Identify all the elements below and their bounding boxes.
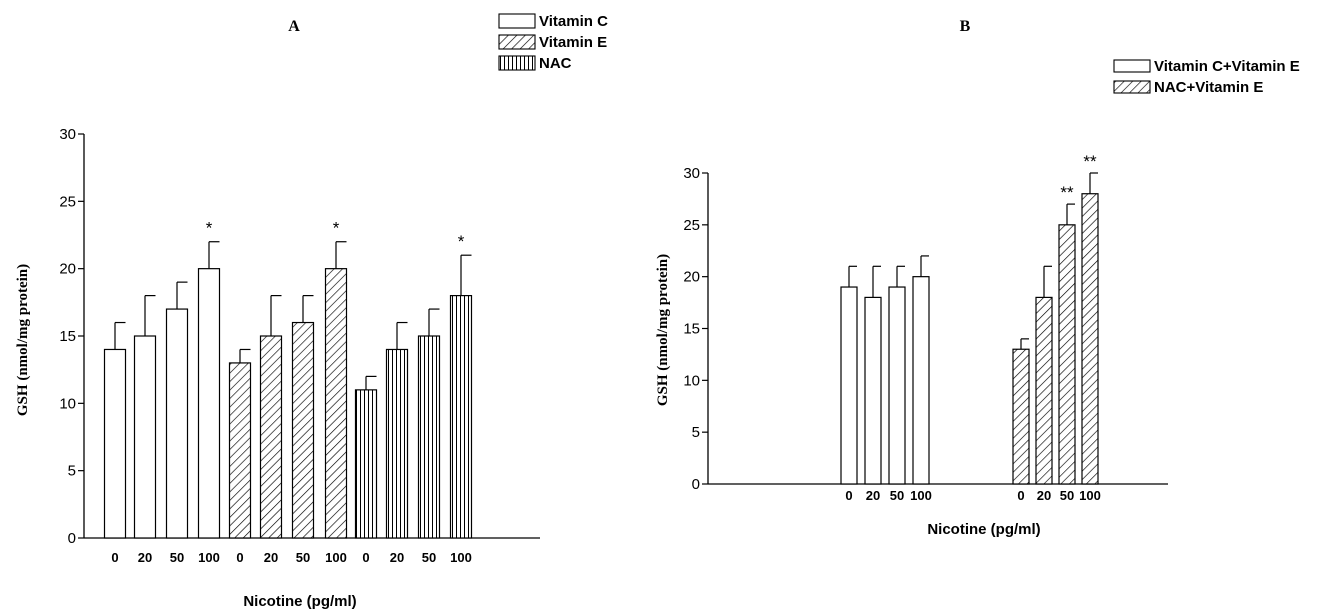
significance-marker: **: [1060, 183, 1074, 202]
y-tick-label: 30: [683, 165, 700, 182]
legend-label: NAC: [539, 55, 572, 72]
panel-a: A 0 5 10 15 20 25 30 GSH (nmol/mg protein) Nicoti…: [15, 13, 608, 610]
legend-label: Vitamin C+Vitamin E: [1154, 58, 1300, 75]
y-axis-title: GSH (nmol/mg protein): [655, 254, 671, 406]
y-tick-label: 0: [692, 476, 700, 493]
bar: [1058, 224, 1076, 485]
significance-marker: **: [1083, 152, 1097, 171]
x-tick-label: 50: [1060, 488, 1074, 503]
legend-swatch: [498, 13, 536, 29]
y-axis-title: GSH (nmol/mg protein): [15, 264, 31, 416]
y-tick-label: 20: [683, 269, 700, 286]
legend-label: NAC+Vitamin E: [1154, 79, 1263, 96]
y-tick-label: 25: [683, 217, 700, 234]
y-tick-label: 30: [59, 126, 76, 143]
panel-label: A: [288, 18, 300, 35]
x-axis-title: Nicotine (pg/ml): [927, 521, 1040, 538]
y-tick-label: 15: [59, 328, 76, 345]
y-tick-label: 10: [59, 395, 76, 412]
bar: [1012, 348, 1030, 485]
bar: [133, 335, 157, 539]
significance-marker: *: [206, 219, 213, 238]
x-tick-label: 0: [845, 488, 852, 503]
x-tick-label: 0: [236, 550, 243, 565]
x-tick-label: 100: [325, 550, 347, 565]
legend-label: Vitamin C: [539, 13, 608, 30]
x-tick-label: 50: [890, 488, 904, 503]
bar: [291, 321, 315, 539]
bar: [417, 335, 441, 539]
panel-label: B: [960, 18, 971, 35]
y-tick-label: 25: [59, 193, 76, 210]
bar: [324, 268, 348, 539]
bar: [259, 335, 283, 539]
significance-marker: *: [333, 219, 340, 238]
bar: [912, 276, 930, 485]
x-tick-label: 20: [866, 488, 880, 503]
legend-swatch: [1113, 59, 1151, 73]
bar: [354, 389, 378, 539]
legend-swatch: [498, 34, 536, 50]
x-tick-label: 50: [422, 550, 436, 565]
legend-swatch: [498, 55, 536, 71]
legend-swatch: [1113, 80, 1151, 94]
x-tick-label: 50: [170, 550, 184, 565]
x-tick-label: 0: [111, 550, 118, 565]
bar: [228, 362, 252, 539]
x-tick-label: 20: [138, 550, 152, 565]
bar: [1035, 296, 1053, 485]
bar: [864, 296, 882, 485]
x-tick-label: 20: [264, 550, 278, 565]
x-tick-label: 100: [1079, 488, 1101, 503]
legend-label: Vitamin E: [539, 34, 607, 51]
x-axis-title: Nicotine (pg/ml): [243, 593, 356, 610]
y-tick-label: 5: [692, 424, 700, 441]
x-tick-label: 0: [362, 550, 369, 565]
y-tick-label: 20: [59, 261, 76, 278]
x-tick-label: 100: [910, 488, 932, 503]
x-tick-label: 100: [198, 550, 220, 565]
bar: [449, 295, 473, 539]
panel-b: B 0 5 10 15 20 25 30 GSH (nmol/mg protein) Nicoti…: [655, 18, 1300, 538]
bar: [888, 286, 906, 485]
significance-marker: *: [458, 232, 465, 251]
x-tick-label: 50: [296, 550, 310, 565]
x-tick-label: 100: [450, 550, 472, 565]
bar: [1081, 193, 1099, 485]
x-tick-label: 0: [1017, 488, 1024, 503]
x-tick-label: 20: [1037, 488, 1051, 503]
bar: [165, 308, 189, 539]
y-tick-label: 0: [68, 530, 76, 547]
bar: [840, 286, 858, 485]
x-tick-label: 20: [390, 550, 404, 565]
bar: [385, 348, 409, 539]
bar: [103, 348, 127, 539]
y-tick-label: 15: [683, 321, 700, 338]
y-tick-label: 5: [68, 463, 76, 480]
bar: [197, 268, 221, 539]
y-tick-label: 10: [683, 372, 700, 389]
